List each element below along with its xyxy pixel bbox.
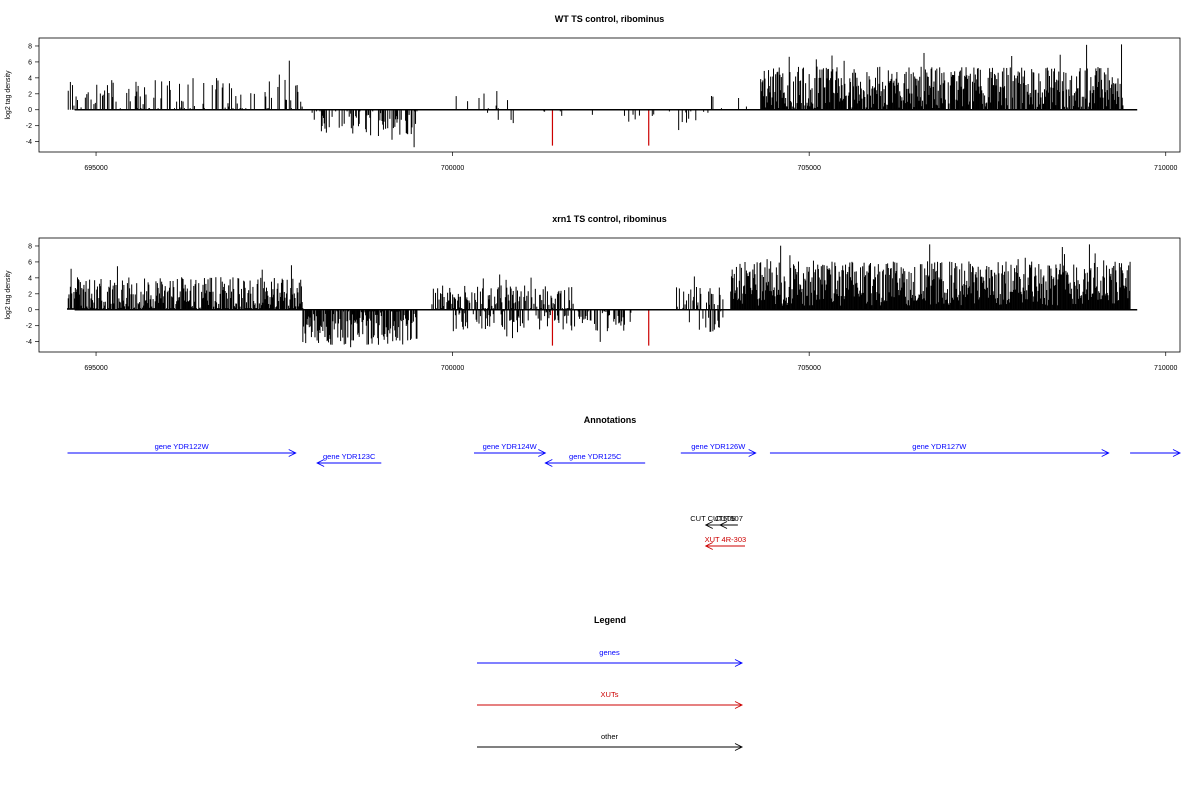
y-tick-label: -2 bbox=[26, 323, 32, 330]
panel-1: WT TS control, ribominus -4 -2 0 2 4 6 8 log2 ta… bbox=[5, 14, 1181, 172]
y-tick-label: -4 bbox=[26, 339, 32, 346]
panel-title: WT TS control, ribominus bbox=[555, 14, 665, 24]
x-tick-label: 710000 bbox=[1154, 165, 1177, 172]
plot-frame bbox=[38, 37, 1181, 153]
feature-arrowhead bbox=[1101, 449, 1110, 457]
y-tick-label: 4 bbox=[28, 75, 32, 82]
feature-arrowhead bbox=[538, 449, 547, 457]
feature-arrowhead bbox=[544, 459, 553, 467]
feature-label: gene YDR126W bbox=[691, 442, 746, 451]
y-tick-label: 4 bbox=[28, 275, 32, 282]
x-tick-label: 700000 bbox=[441, 165, 464, 172]
x-tick-label: 700000 bbox=[441, 365, 464, 372]
y-tick-label: 2 bbox=[28, 91, 32, 98]
feature-label: gene YDR127W bbox=[912, 442, 967, 451]
feature-label: gene YDR125C bbox=[569, 452, 622, 461]
feature-arrowhead bbox=[704, 521, 713, 529]
annotations-title: Annotations bbox=[584, 415, 637, 425]
x-tick-label: 695000 bbox=[84, 165, 107, 172]
y-tick-label: 8 bbox=[28, 43, 32, 50]
annotations-track: Annotations gene YDR122W gene YDR123C gene … bbox=[67, 415, 1182, 550]
panel-2: xrn1 TS control, ribominus -4 -2 0 2 4 6 8 log2 … bbox=[5, 214, 1181, 372]
x-tick-label: 705000 bbox=[797, 165, 820, 172]
legend-arrowhead bbox=[734, 743, 744, 751]
y-tick-label: 6 bbox=[28, 259, 32, 266]
feature-arrowhead bbox=[719, 521, 728, 529]
y-tick-label: 6 bbox=[28, 59, 32, 66]
x-tick-label: 705000 bbox=[797, 365, 820, 372]
x-tick-label: 695000 bbox=[84, 365, 107, 372]
panel-title: xrn1 TS control, ribominus bbox=[552, 214, 667, 224]
feature-arrowhead bbox=[288, 449, 297, 457]
feature-label: CUT CUT506 bbox=[690, 514, 735, 523]
y-axis-label: log2 tag density bbox=[5, 270, 12, 320]
feature-arrowhead bbox=[748, 449, 757, 457]
legend-arrowhead bbox=[734, 659, 744, 667]
feature-arrowhead bbox=[316, 459, 325, 467]
feature-label: gene YDR123C bbox=[323, 452, 376, 461]
x-tick-label: 710000 bbox=[1154, 365, 1177, 372]
y-axis-label: log2 tag density bbox=[5, 70, 12, 120]
feature-label: gene YDR122W bbox=[155, 442, 210, 451]
y-tick-label: -4 bbox=[26, 139, 32, 146]
y-tick-label: 0 bbox=[28, 107, 32, 114]
bar-series bbox=[67, 244, 1131, 348]
legend-label: genes bbox=[599, 648, 620, 657]
feature-arrowhead bbox=[704, 542, 713, 550]
y-tick-label: 8 bbox=[28, 243, 32, 250]
y-tick-label: 2 bbox=[28, 291, 32, 298]
legend-label: XUTs bbox=[601, 690, 619, 699]
feature-arrowhead bbox=[1172, 449, 1182, 457]
bar-series bbox=[67, 44, 1124, 148]
feature-label: gene YDR124W bbox=[483, 442, 538, 451]
legend-label: other bbox=[601, 732, 619, 741]
y-tick-label: -2 bbox=[26, 123, 32, 130]
legend-arrowhead bbox=[734, 701, 744, 709]
feature-label: XUT 4R-303 bbox=[705, 535, 747, 544]
feature-label: CUT507 bbox=[715, 514, 743, 523]
plot-frame bbox=[38, 237, 1181, 353]
legend: Legend genes XUTs other bbox=[477, 615, 744, 751]
y-tick-label: 0 bbox=[28, 307, 32, 314]
legend-title: Legend bbox=[594, 615, 626, 625]
